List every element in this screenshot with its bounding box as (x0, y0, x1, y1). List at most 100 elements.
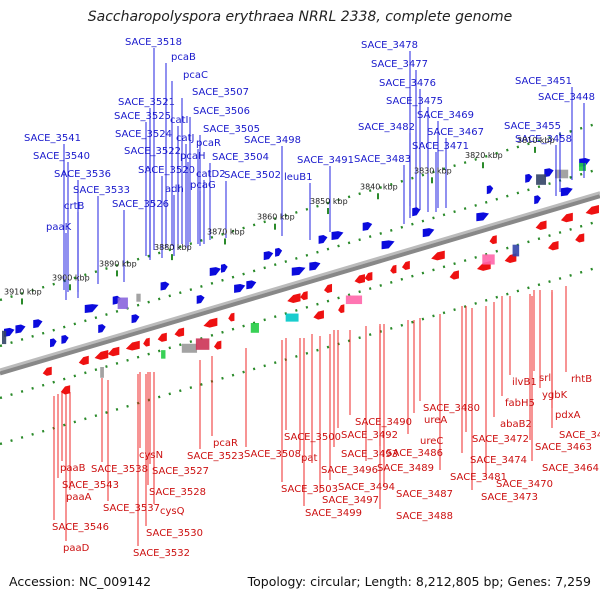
forward-gene-arrow[interactable] (275, 247, 283, 257)
top-gene-label[interactable]: SACE_3525 (114, 111, 171, 122)
top-gene-label[interactable]: pcaR (196, 138, 221, 149)
top-gene-label[interactable]: SACE_3521 (118, 97, 175, 108)
top-gene-label[interactable]: pcaC (183, 70, 208, 81)
reverse-gene-arrow[interactable] (78, 355, 89, 366)
bottom-gene-label[interactable]: rhtB (571, 374, 592, 385)
reverse-gene-arrow[interactable] (125, 340, 140, 351)
forward-gene-arrow[interactable] (209, 267, 221, 277)
reverse-gene-arrow[interactable] (313, 310, 324, 320)
forward-gene-arrow[interactable] (476, 212, 489, 222)
bottom-gene-label[interactable]: SACE_3494 (338, 482, 395, 493)
top-gene-label[interactable]: SACE_3498 (244, 135, 301, 146)
reverse-gene-arrow[interactable] (287, 293, 301, 303)
reverse-gene-arrow[interactable] (300, 291, 308, 301)
bottom-gene-label[interactable]: SACE_3472 (472, 434, 529, 445)
bottom-gene-label[interactable]: abaB2 (500, 419, 532, 430)
top-gene-label[interactable]: paaK (46, 222, 72, 233)
top-gene-label[interactable]: SACE_3526 (112, 199, 169, 210)
top-gene-label[interactable]: SACE_3540 (33, 151, 90, 162)
forward-gene-arrow[interactable] (15, 324, 26, 334)
bottom-gene-label[interactable]: SACE_3470 (496, 479, 553, 490)
top-gene-label[interactable]: SACE_3455 (504, 121, 561, 132)
top-gene-label[interactable]: catD2 (196, 169, 226, 180)
forward-gene-arrow[interactable] (84, 304, 99, 313)
top-gene-label[interactable]: SACE_3502 (224, 170, 281, 181)
top-gene-label[interactable]: SACE_3458 (515, 134, 572, 145)
top-gene-label[interactable]: SACE_3506 (193, 106, 250, 117)
top-gene-label[interactable]: adh (165, 184, 184, 195)
bottom-gene-label[interactable]: SACE_3508 (244, 449, 301, 460)
reverse-gene-arrow[interactable] (449, 270, 459, 280)
forward-gene-arrow[interactable] (525, 173, 533, 183)
top-gene-label[interactable]: SACE_3541 (24, 133, 81, 144)
reverse-gene-arrow[interactable] (548, 240, 559, 251)
bottom-gene-label[interactable]: paaA (66, 492, 92, 503)
reverse-gene-arrow[interactable] (213, 340, 222, 350)
bottom-gene-label[interactable]: cysQ (160, 506, 185, 517)
bottom-gene-label[interactable]: SACE_3503 (281, 484, 338, 495)
top-gene-label[interactable]: SACE_3505 (203, 124, 260, 135)
forward-gene-arrow[interactable] (160, 281, 170, 291)
top-gene-label[interactable]: SACE_3533 (73, 185, 130, 196)
reverse-gene-arrow[interactable] (338, 304, 345, 314)
bottom-gene-label[interactable]: cysN (139, 450, 163, 461)
reverse-gene-arrow[interactable] (324, 283, 333, 293)
bottom-gene-label[interactable]: SACE_3464 (542, 463, 599, 474)
bottom-gene-label[interactable]: SACE_3487 (396, 489, 453, 500)
top-gene-label[interactable]: leuB1 (284, 172, 313, 183)
forward-gene-arrow[interactable] (234, 283, 246, 293)
forward-gene-arrow[interactable] (381, 240, 395, 250)
forward-gene-arrow[interactable] (544, 168, 554, 178)
reverse-gene-arrow[interactable] (42, 366, 52, 376)
top-gene-label[interactable]: SACE_3477 (371, 59, 428, 70)
bottom-gene-label[interactable]: pdxA (555, 410, 581, 421)
reverse-gene-arrow[interactable] (390, 264, 397, 274)
reverse-gene-arrow[interactable] (228, 312, 235, 322)
bottom-gene-label[interactable]: SACE_3528 (149, 487, 206, 498)
bottom-gene-label[interactable]: SACE_3523 (187, 451, 244, 462)
reverse-gene-arrow[interactable] (107, 346, 120, 357)
reverse-gene-arrow[interactable] (489, 235, 497, 245)
bottom-gene-label[interactable]: srl (539, 373, 551, 384)
bottom-gene-label[interactable]: SACE_3538 (91, 464, 148, 475)
reverse-gene-arrow[interactable] (560, 212, 573, 223)
reverse-gene-arrow[interactable] (401, 260, 410, 270)
bottom-gene-label[interactable]: SACE_3543 (62, 480, 119, 491)
reverse-gene-arrow[interactable] (585, 205, 599, 215)
forward-gene-arrow[interactable] (131, 314, 140, 324)
forward-gene-arrow[interactable] (331, 231, 344, 241)
forward-gene-arrow[interactable] (246, 280, 257, 290)
bottom-gene-label[interactable]: pat (301, 453, 317, 464)
top-gene-label[interactable]: SACE_3483 (354, 154, 411, 165)
bottom-gene-label[interactable]: SACE_3496 (321, 465, 378, 476)
top-gene-label[interactable]: SACE_3491 (297, 155, 354, 166)
forward-gene-arrow[interactable] (4, 327, 15, 337)
top-gene-label[interactable]: SACE_3448 (538, 92, 595, 103)
reverse-gene-arrow[interactable] (354, 274, 365, 284)
bottom-gene-label[interactable]: SACE_3480 (423, 403, 480, 414)
reverse-gene-arrow[interactable] (157, 332, 167, 342)
forward-gene-arrow[interactable] (362, 221, 373, 231)
bottom-gene-label[interactable]: SACE_3490 (355, 417, 412, 428)
reverse-gene-arrow[interactable] (174, 327, 185, 337)
bottom-gene-label[interactable]: paaB (60, 463, 86, 474)
bottom-gene-label[interactable]: SACE_3473 (481, 492, 538, 503)
forward-gene-arrow[interactable] (263, 251, 274, 261)
bottom-gene-label[interactable]: pcaR (213, 438, 238, 449)
gene-features[interactable] (2, 157, 599, 395)
bottom-gene-label[interactable]: ureA (424, 415, 447, 426)
top-gene-label[interactable]: SACE_3504 (212, 152, 269, 163)
reverse-gene-arrow[interactable] (535, 220, 547, 230)
bottom-gene-label[interactable]: ilvB1 (512, 377, 537, 388)
top-gene-label[interactable]: crtB (64, 201, 85, 212)
bottom-gene-label[interactable]: SACE_3488 (396, 511, 453, 522)
top-gene-label[interactable]: SACE_3518 (125, 37, 182, 48)
top-gene-label[interactable]: SACE_3478 (361, 40, 418, 51)
top-gene-label[interactable]: pcaH (180, 151, 206, 162)
bottom-gene-label[interactable]: SACE_3463 (535, 442, 592, 453)
bottom-gene-label[interactable]: SACE_3500 (284, 432, 341, 443)
forward-gene-arrow[interactable] (318, 234, 328, 244)
top-gene-label[interactable]: catJ (176, 133, 195, 144)
forward-gene-arrow[interactable] (422, 228, 435, 238)
